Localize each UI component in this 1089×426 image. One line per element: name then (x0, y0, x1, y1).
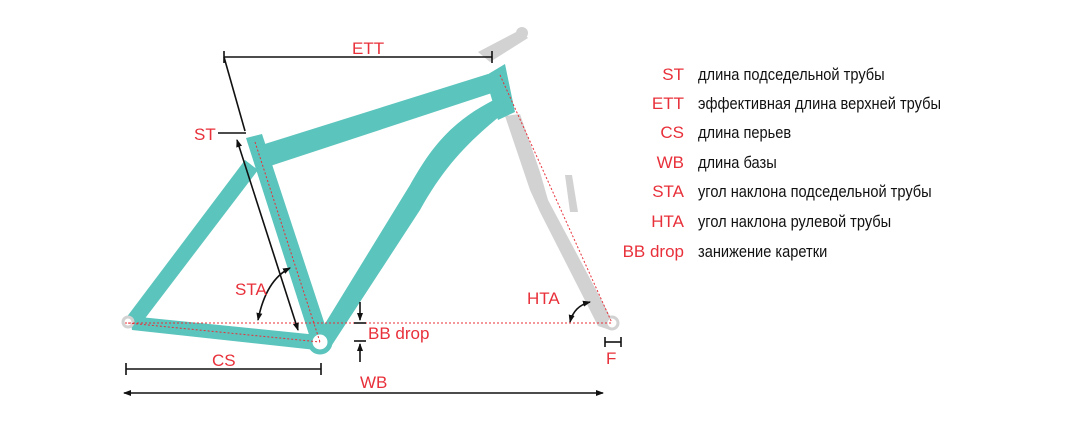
legend-item: ST длина подседельной трубы (662, 65, 884, 84)
label-ett: ETT (352, 39, 384, 58)
legend-text: угол наклона рулевой трубы (698, 212, 891, 231)
head-tube (485, 64, 515, 120)
legend-item: CS длина перьев (660, 123, 791, 142)
legend-text: угол наклона подседельной трубы (698, 182, 932, 201)
down-tube (318, 96, 505, 345)
label-hta: HTA (527, 289, 560, 308)
sta-arc (256, 267, 291, 321)
legend-abbr: CS (660, 123, 684, 142)
label-wb: WB (360, 373, 387, 392)
legend-item: WB длина базы (657, 153, 777, 172)
diagram-labels: ETT ST STA HTA BB drop CS WB F (194, 39, 616, 392)
legend-abbr: ETT (652, 94, 684, 113)
legend-item: ETT эффективная длина верхней трубы (652, 94, 941, 113)
legend-abbr: WB (657, 153, 684, 172)
label-sta: STA (235, 280, 267, 299)
hta-arc (568, 300, 591, 323)
label-st: ST (194, 125, 216, 144)
legend-item: HTA угол наклона рулевой трубы (651, 212, 891, 231)
legend-abbr: BB drop (623, 242, 684, 261)
top-tube (252, 74, 495, 170)
legend-text: длина перьев (698, 123, 791, 142)
legend-item: STA угол наклона подседельной трубы (652, 182, 932, 201)
seat-stay (126, 160, 258, 325)
handlebar-clamp (516, 27, 528, 39)
legend-text: длина подседельной трубы (698, 65, 885, 84)
label-cs: CS (212, 351, 236, 370)
st-extension-line (223, 56, 246, 132)
legend-text: эффективная длина верхней трубы (698, 94, 941, 113)
fork (478, 27, 620, 331)
legend: ST длина подседельной трубы ETT эффективна… (623, 65, 941, 261)
stem (478, 30, 528, 62)
legend-text: длина базы (698, 153, 777, 172)
frame (121, 64, 515, 355)
legend-item: BB drop занижение каретки (623, 242, 828, 261)
legend-text: занижение каретки (698, 242, 827, 261)
legend-abbr: ST (662, 65, 684, 84)
label-f: F (606, 349, 616, 368)
label-bb-drop: BB drop (368, 324, 429, 343)
legend-abbr: STA (652, 182, 684, 201)
dimension-lines (123, 51, 622, 396)
rear-dropout (121, 315, 135, 329)
legend-abbr: HTA (651, 212, 684, 231)
